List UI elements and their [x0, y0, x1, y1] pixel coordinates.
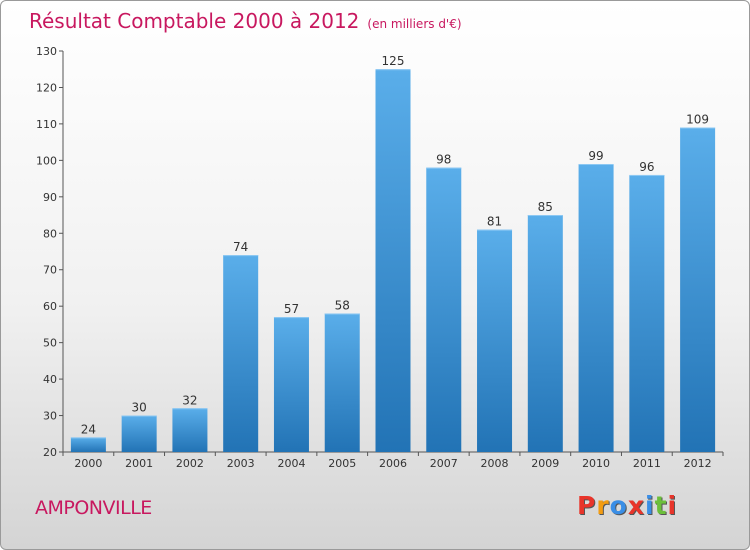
x-axis: 2000 2001 2002 2003 2004 2005 2006 2007 2008 2009…: [62, 451, 724, 470]
y-axis: 20 30 40 50 60 70 80 90 100 110 120 130: [36, 45, 64, 459]
logo-letter: r: [596, 491, 610, 520]
x-tick-label: 2007: [430, 457, 458, 470]
bar-value-label: 85: [538, 200, 553, 214]
x-tick-label: 2004: [277, 457, 305, 470]
x-tick-label: 2010: [582, 457, 610, 470]
x-tick-label: 2008: [481, 457, 509, 470]
y-tick-label: 130: [36, 45, 57, 58]
y-tick-label: 70: [43, 264, 57, 277]
x-tick-label: 2003: [227, 457, 255, 470]
logo-letter: P: [577, 491, 597, 520]
y-tick-label: 50: [43, 337, 57, 350]
bar-2012: [680, 127, 716, 453]
bar-value-label: 24: [81, 422, 96, 436]
bar-2001: [121, 415, 157, 452]
bar-2010: [578, 164, 614, 452]
bar-value-label: 109: [686, 113, 709, 127]
bar-value-label: 30: [132, 401, 147, 415]
bar-2004: [273, 317, 309, 452]
logo-letter: i: [645, 491, 655, 520]
chart-title-text: Résultat Comptable 2000 à 2012: [29, 9, 360, 33]
y-tick-label: 40: [43, 373, 57, 386]
commune-name: AMPONVILLE: [35, 497, 152, 519]
y-tick-label: 60: [43, 300, 57, 313]
logo-letter: o: [609, 491, 628, 520]
x-tick-label: 2011: [633, 457, 661, 470]
bar-value-label: 32: [182, 393, 197, 407]
bar-2000: [70, 437, 106, 452]
bar-2011: [629, 174, 665, 453]
bar-2005: [324, 313, 360, 452]
y-tick-label: 120: [36, 81, 57, 94]
bar-value-label: 74: [233, 240, 248, 254]
chart-subtitle: (en milliers d'€): [367, 17, 462, 31]
bar-value-label: 81: [487, 215, 502, 229]
x-tick-label: 2012: [684, 457, 712, 470]
y-tick-label: 100: [36, 154, 57, 167]
logo-letter: t: [654, 491, 668, 520]
y-tick-label: 110: [36, 118, 57, 131]
y-tick-label: 30: [43, 410, 57, 423]
logo-letter: i: [667, 491, 678, 520]
chart-title: Résultat Comptable 2000 à 2012 (en millie…: [29, 9, 462, 33]
x-tick-label: 2005: [328, 457, 356, 470]
bar-2009: [527, 215, 563, 452]
bar-value-label: 96: [639, 160, 654, 174]
x-tick-label: 2000: [74, 457, 102, 470]
x-tick-label: 2002: [176, 457, 204, 470]
x-tick-label: 2009: [531, 457, 559, 470]
y-tick-label: 20: [43, 446, 57, 459]
bar-2002: [172, 408, 208, 452]
bar-2007: [426, 167, 462, 452]
bar-2008: [477, 229, 513, 452]
y-tick-label: 90: [43, 191, 57, 204]
bar-value-label: 125: [382, 54, 405, 68]
bar-value-label: 99: [588, 149, 603, 163]
bar-2003: [223, 255, 259, 452]
x-tick-label: 2006: [379, 457, 407, 470]
bar-value-label: 58: [335, 298, 350, 312]
bar-value-label: 57: [284, 302, 299, 316]
bar-value-label: 98: [436, 153, 451, 167]
y-tick-label: 80: [43, 227, 57, 240]
bar-2006: [375, 69, 411, 453]
bars: 24 30 32 74 57 58 125 98 81 85 99 96 109: [70, 54, 716, 453]
proxiti-logo: Proxiti: [577, 491, 677, 520]
logo-letter: x: [627, 491, 645, 520]
x-tick-label: 2001: [125, 457, 153, 470]
